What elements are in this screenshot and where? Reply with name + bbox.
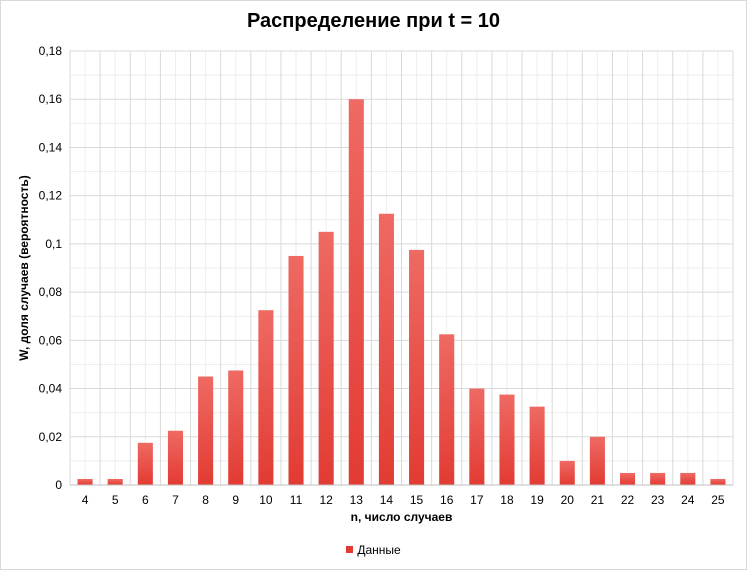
x-tick-label: 16 — [440, 493, 454, 507]
x-tick-label: 5 — [112, 493, 119, 507]
x-tick-label: 23 — [651, 493, 665, 507]
x-tick-label: 17 — [470, 493, 484, 507]
y-tick-label: 0,06 — [39, 333, 63, 347]
y-axis-label: W, доля случаев (вероятность) — [17, 175, 31, 361]
y-tick-label: 0,1 — [45, 237, 62, 251]
y-tick-label: 0,12 — [39, 189, 63, 203]
y-tick-label: 0,14 — [39, 140, 63, 154]
x-tick-label: 10 — [259, 493, 273, 507]
x-tick-label: 9 — [232, 493, 239, 507]
x-tick-label: 7 — [172, 493, 179, 507]
legend: Данные — [0, 543, 747, 557]
y-tick-label: 0,16 — [39, 92, 63, 106]
x-tick-label: 11 — [290, 493, 303, 507]
x-tick-label: 14 — [380, 493, 394, 507]
x-tick-label: 25 — [711, 493, 725, 507]
bar — [288, 255, 304, 485]
bar — [680, 472, 696, 485]
bar — [469, 388, 485, 485]
x-tick-label: 12 — [319, 493, 333, 507]
legend-series-name: Данные — [357, 543, 401, 557]
y-tick-label: 0,08 — [39, 285, 63, 299]
bar — [378, 213, 394, 485]
x-tick-label: 6 — [142, 493, 149, 507]
bar — [499, 394, 515, 485]
bar — [529, 406, 545, 485]
bar — [258, 310, 274, 485]
bar — [439, 334, 455, 485]
x-tick-label: 20 — [561, 493, 575, 507]
bar — [409, 249, 425, 485]
x-axis-label: n, число случаев — [350, 510, 453, 524]
x-tick-label: 4 — [82, 493, 89, 507]
bar — [107, 478, 123, 485]
x-tick-label: 22 — [621, 493, 635, 507]
x-tick-label: 24 — [681, 493, 695, 507]
bar — [137, 442, 153, 485]
bar — [559, 460, 575, 485]
bar — [619, 472, 636, 485]
y-tick-label: 0,04 — [39, 382, 63, 396]
bar — [228, 370, 244, 485]
legend-swatch — [346, 546, 354, 553]
x-tick-label: 19 — [530, 493, 544, 507]
bar — [167, 430, 184, 485]
y-tick-label: 0,02 — [39, 430, 63, 444]
bar — [710, 478, 726, 485]
y-tick-label: 0 — [55, 478, 62, 492]
x-tick-label: 8 — [202, 493, 209, 507]
x-tick-label: 21 — [591, 493, 605, 507]
x-tick-label: 15 — [410, 493, 424, 507]
bar — [77, 478, 93, 485]
bar — [198, 376, 214, 485]
y-tick-label: 0,18 — [39, 44, 63, 58]
x-tick-label: 18 — [500, 493, 514, 507]
bar — [318, 231, 334, 485]
bar — [348, 99, 364, 485]
chart-title: Распределение при t = 10 — [246, 10, 501, 32]
bar — [589, 436, 605, 485]
bar — [650, 472, 666, 485]
x-tick-label: 13 — [350, 493, 364, 507]
